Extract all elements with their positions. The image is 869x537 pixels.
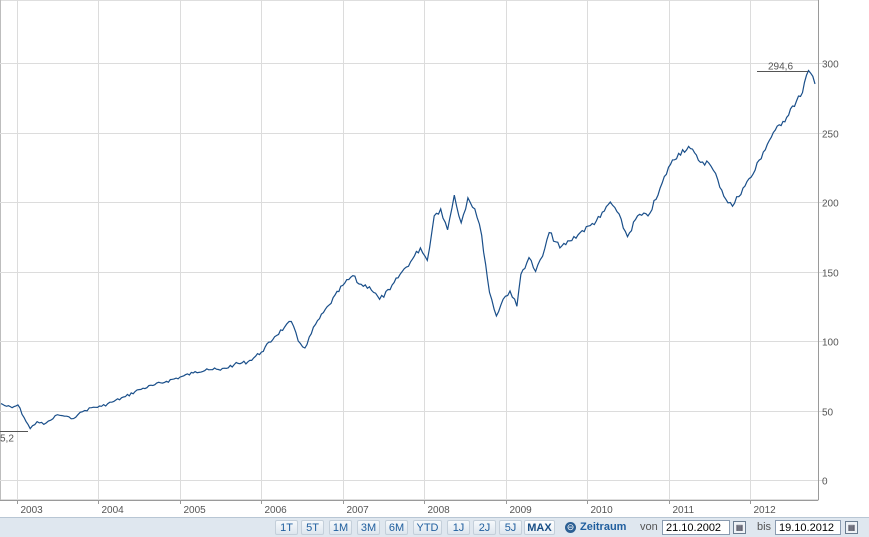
zeitraum-toggle-icon[interactable]: ⊖	[565, 522, 576, 533]
price-chart: 0 50 100 150 200 250 300 2003 2004 2005 2006 2007 20…	[0, 0, 839, 516]
bis-label: bis	[757, 521, 772, 533]
range-button-5t[interactable]: 5T	[301, 520, 324, 535]
zeitraum-label: Zeitraum	[580, 521, 627, 533]
von-label: von	[640, 521, 658, 533]
range-button-3m[interactable]: 3M	[357, 520, 380, 535]
max-value-label: 294,6	[768, 62, 793, 73]
range-button-1j[interactable]: 1J	[447, 520, 470, 535]
von-date-field[interactable]	[662, 520, 730, 535]
range-button-5j[interactable]: 5J	[499, 520, 522, 535]
chart-canvas: 0 50 100 150 200 250 300 2003 2004 2005 2006 2007 20…	[0, 0, 839, 516]
price-line	[0, 69, 816, 430]
x-tick-label: 2011	[673, 505, 695, 516]
y-tick-label: 50	[822, 408, 834, 419]
y-tick-label: 0	[822, 477, 828, 488]
range-button-ytd[interactable]: YTD	[413, 520, 442, 535]
plot-area	[0, 0, 819, 501]
x-tick-label: 2004	[102, 505, 125, 516]
start-value-label: 5,2	[0, 434, 14, 445]
bis-date-field[interactable]	[775, 520, 841, 535]
range-button-6m[interactable]: 6M	[385, 520, 408, 535]
x-tick-label: 2006	[265, 505, 288, 516]
range-toolbar: 1T 5T 1M 3M 6M YTD 1J 2J 5J MAX ⊖ Zeitra…	[0, 517, 869, 537]
x-tick-label: 2005	[184, 505, 207, 516]
x-tick-label: 2009	[510, 505, 533, 516]
range-button-1t[interactable]: 1T	[275, 520, 298, 535]
x-tick-label: 2012	[754, 505, 777, 516]
y-tick-label: 150	[822, 269, 839, 280]
y-tick-label: 250	[822, 130, 839, 141]
x-tick-label: 2008	[428, 505, 451, 516]
range-button-1m[interactable]: 1M	[329, 520, 352, 535]
x-tick-label: 2010	[591, 505, 614, 516]
range-button-2j[interactable]: 2J	[473, 520, 496, 535]
y-tick-label: 100	[822, 338, 839, 349]
y-tick-label: 300	[822, 60, 839, 71]
y-tick-label: 200	[822, 199, 839, 210]
range-button-max[interactable]: MAX	[524, 520, 555, 535]
x-tick-label: 2003	[21, 505, 44, 516]
bis-calendar-icon[interactable]: ▦	[845, 521, 858, 534]
von-calendar-icon[interactable]: ▦	[733, 521, 746, 534]
x-tick-label: 2007	[347, 505, 370, 516]
